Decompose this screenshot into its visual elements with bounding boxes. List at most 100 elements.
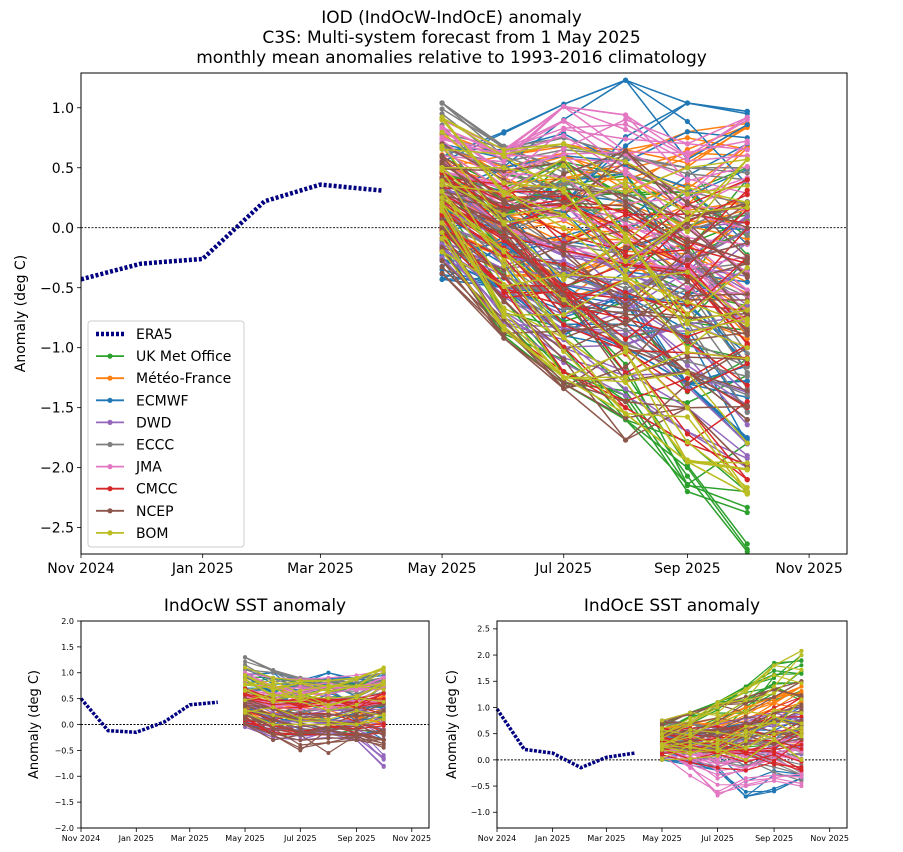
member-point: [622, 386, 629, 392]
member-point: [744, 274, 750, 281]
member-point: [622, 349, 629, 355]
member-point: [561, 297, 567, 303]
member-point: [744, 225, 750, 231]
member-line: [661, 650, 802, 735]
member-point: [772, 673, 777, 678]
member-point: [744, 435, 750, 441]
member-point: [799, 721, 804, 726]
member-point: [744, 504, 750, 510]
member-line: [661, 674, 802, 736]
member-point: [684, 334, 691, 340]
member-line: [244, 667, 385, 689]
legend: ERA5 UK Met Office Météo-France ECMWF DWD ECC…: [87, 320, 245, 548]
member-point: [772, 701, 777, 706]
member-point: [684, 158, 691, 164]
member-point: [684, 473, 691, 479]
legend-entry: BOM: [136, 526, 168, 542]
x-tick-label: May 2025: [408, 561, 477, 577]
y-tick-label: −0.5: [40, 281, 74, 297]
member-point: [622, 178, 629, 184]
member-line: [441, 176, 748, 342]
member-point: [684, 483, 691, 489]
member-point: [298, 703, 303, 708]
member-point: [271, 732, 276, 737]
member-point: [501, 330, 507, 336]
member-point: [743, 794, 748, 799]
x-tick-label: Sep 2025: [654, 561, 720, 577]
member-point: [772, 726, 777, 731]
member-point: [622, 77, 629, 83]
member-point: [799, 710, 804, 715]
y-tick-label: −0.5: [471, 782, 490, 791]
member-point: [271, 686, 276, 691]
member-point: [799, 684, 804, 689]
member-point: [326, 670, 331, 675]
member-point: [744, 183, 750, 189]
member-point: [622, 312, 629, 318]
member-point: [298, 732, 303, 737]
member-point: [684, 414, 691, 420]
member-point: [561, 225, 567, 231]
member-point: [744, 117, 750, 123]
member-point: [743, 746, 748, 751]
member-point: [622, 227, 629, 233]
member-point: [659, 718, 664, 723]
member-point: [622, 364, 629, 370]
member-point: [326, 704, 331, 709]
member-point: [772, 720, 777, 725]
legend-swatch-marker: [107, 508, 113, 514]
x-tick-label: Nov 2025: [810, 834, 849, 843]
member-point: [684, 311, 691, 317]
west-era5-line: [79, 697, 218, 735]
member-point: [271, 717, 276, 722]
member-point: [622, 148, 629, 154]
member-point: [688, 756, 693, 761]
member-point: [799, 718, 804, 723]
member-point: [354, 695, 359, 700]
member-point: [298, 742, 303, 747]
member-point: [744, 220, 750, 226]
member-point: [622, 267, 629, 273]
member-point: [744, 163, 750, 170]
member-line: [441, 200, 748, 481]
legend-entry: CMCC: [136, 482, 178, 498]
member-point: [684, 321, 691, 327]
member-line: [441, 199, 748, 310]
member-point: [622, 159, 629, 165]
member-point: [243, 665, 248, 670]
x-tick-label: Jul 2025: [700, 834, 734, 843]
member-point: [684, 171, 691, 177]
member-point: [271, 675, 276, 680]
member-line: [441, 116, 748, 334]
member-point: [381, 709, 386, 714]
member-point: [743, 714, 748, 719]
member-point: [622, 393, 629, 399]
member-point: [243, 659, 248, 664]
member-point: [439, 100, 445, 106]
member-line: [441, 227, 748, 442]
member-point: [659, 735, 664, 740]
y-tick-label: −2.0: [55, 824, 74, 833]
y-tick-label: 0.0: [52, 221, 74, 237]
member-point: [799, 757, 804, 762]
east-forecast-ensemble: [659, 648, 804, 799]
member-point: [501, 257, 507, 263]
member-point: [684, 201, 691, 207]
member-point: [622, 411, 629, 417]
member-point: [561, 177, 567, 183]
main-title-line-1: IOD (IndOcW-IndOcE) anomaly: [321, 8, 582, 28]
member-point: [743, 730, 748, 735]
member-point: [744, 140, 750, 146]
member-point: [622, 221, 629, 227]
x-tick-label: Nov 2025: [393, 834, 432, 843]
x-tick-label: May 2025: [642, 834, 681, 843]
legend-swatch-marker: [107, 464, 113, 470]
member-point: [684, 242, 691, 248]
member-point: [439, 189, 445, 195]
main-series-bom: [439, 114, 750, 497]
member-line: [441, 178, 748, 333]
member-point: [684, 129, 691, 135]
member-point: [684, 465, 691, 471]
member-line: [661, 709, 802, 761]
